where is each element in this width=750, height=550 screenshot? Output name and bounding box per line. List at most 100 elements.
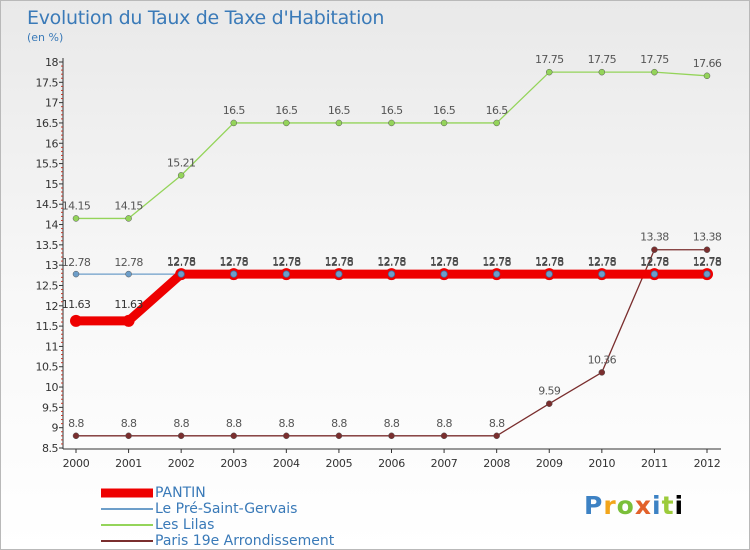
y-tick-label: 13 (45, 259, 58, 272)
data-label: 12.78 (430, 255, 459, 268)
y-tick-label: 13.5 (36, 239, 59, 252)
data-label: 8.8 (226, 417, 242, 430)
y-tick-label: 17 (45, 97, 58, 110)
legend-label: Les Lilas (155, 517, 215, 533)
logo-letter: x (634, 491, 652, 520)
logo-letter: r (603, 491, 617, 520)
data-label: 12.78 (325, 255, 354, 268)
data-label: 12.78 (640, 256, 669, 269)
data-point-3 (177, 432, 185, 440)
logo-letter: i (652, 491, 662, 520)
data-label: 8.8 (121, 417, 137, 430)
y-tick-label: 9.5 (42, 401, 58, 414)
x-tick-label: 2009 (536, 457, 563, 470)
logo-letter: i (674, 491, 685, 520)
data-label: 12.78 (377, 255, 406, 268)
y-tick-label: 12 (45, 300, 58, 313)
data-point-3 (335, 432, 343, 440)
data-label: 12.78 (482, 256, 511, 269)
y-tick-label: 16 (45, 137, 58, 150)
data-point-2 (651, 68, 658, 76)
data-point-3 (283, 432, 290, 440)
data-point-2 (703, 72, 711, 80)
data-point-1 (125, 270, 132, 278)
data-point-2 (230, 119, 237, 127)
legend-label: Le Pré-Saint-Gervais (155, 501, 298, 517)
y-tick-label: 12.5 (36, 279, 59, 292)
data-point-3 (493, 432, 500, 440)
data-point-2 (493, 119, 500, 127)
data-point-3 (388, 432, 395, 440)
legend-swatch-line (101, 524, 153, 526)
data-point-2 (335, 119, 343, 127)
data-label: 15.21 (167, 156, 196, 169)
data-point-2 (177, 172, 185, 179)
x-tick-label: 2006 (378, 457, 405, 470)
data-point-3 (72, 432, 80, 440)
data-point-2 (388, 119, 395, 127)
x-tick-label: 2003 (220, 457, 247, 470)
data-label: 12.78 (430, 256, 459, 269)
series-line-0 (71, 269, 712, 326)
y-tick-label: 16.5 (36, 117, 59, 130)
data-label: 12.78 (640, 255, 669, 268)
x-tick-label: 2008 (483, 457, 510, 470)
data-label: 12.78 (220, 255, 249, 268)
data-point-3 (651, 246, 658, 253)
data-point-inner-0 (230, 270, 238, 278)
data-label: 12.78 (220, 256, 249, 269)
legend-swatch (101, 517, 153, 533)
legend-label: PANTIN (155, 485, 206, 501)
legend-swatch-line (101, 488, 153, 498)
legend-swatch-line (101, 540, 153, 542)
data-point-0 (122, 314, 135, 327)
y-tick-label: 14 (45, 219, 58, 232)
y-tick-label: 14.5 (36, 198, 59, 211)
data-label: 12.78 (535, 256, 564, 269)
logo-letter: t (661, 491, 675, 520)
data-point-2 (72, 215, 80, 222)
data-label: 17.75 (535, 53, 564, 66)
data-point-0 (70, 314, 82, 327)
data-point-inner-0 (387, 270, 396, 278)
data-label: 12.78 (272, 256, 301, 269)
data-label: 12.78 (167, 256, 196, 269)
data-point-3 (230, 432, 237, 440)
data-point-inner-0 (335, 270, 343, 278)
x-tick-label: 2012 (694, 457, 721, 470)
data-label: 8.8 (384, 417, 400, 430)
data-label: 17.75 (588, 53, 617, 66)
y-tick-label: 18 (45, 56, 58, 69)
y-tick-label: 9 (52, 422, 59, 435)
data-point-1 (72, 270, 80, 278)
data-point-2 (546, 68, 553, 76)
data-label: 16.5 (380, 104, 403, 117)
data-point-inner-0 (703, 270, 711, 278)
y-tick-label: 11.5 (36, 320, 59, 333)
y-tick-label: 8.5 (42, 442, 58, 455)
y-tick-label: 15 (45, 178, 58, 191)
legend-swatch (101, 533, 153, 549)
data-label: 12.78 (62, 256, 91, 269)
data-label: 17.75 (640, 53, 669, 66)
data-point-3 (703, 246, 711, 253)
data-label: 16.5 (328, 104, 351, 117)
x-tick-label: 2002 (168, 457, 195, 470)
data-point-3 (546, 400, 553, 407)
y-tick-label: 10 (45, 381, 58, 394)
y-tick-label: 10.5 (36, 361, 59, 374)
data-label: 17.66 (693, 57, 722, 70)
data-label: 11.63 (62, 298, 91, 311)
data-point-inner-0 (440, 270, 448, 278)
data-label: 14.15 (114, 199, 143, 212)
data-label: 12.78 (588, 255, 617, 268)
data-point-3 (440, 432, 448, 440)
data-label: 14.15 (62, 199, 91, 212)
data-label: 16.5 (275, 104, 298, 117)
data-label: 12.78 (693, 256, 722, 269)
chart-unit: (en %) (27, 31, 64, 44)
data-point-inner-0 (598, 270, 606, 278)
y-tick-label: 11 (45, 340, 58, 353)
